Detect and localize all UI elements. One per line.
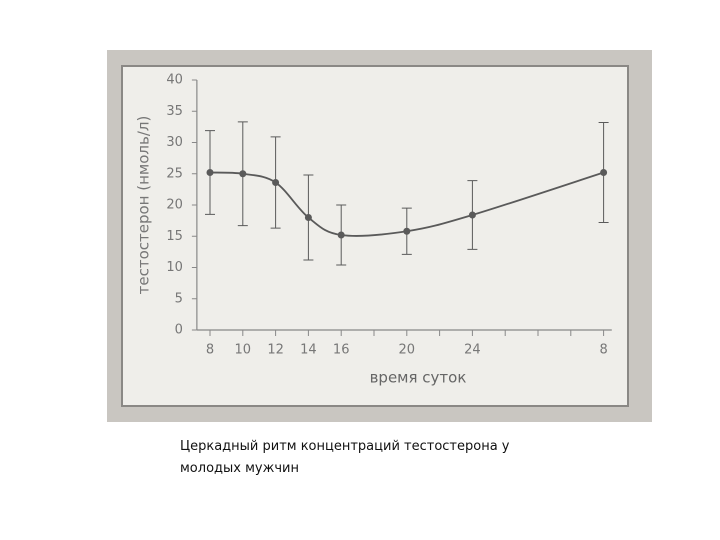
x-tick-label: 8 xyxy=(599,343,607,358)
x-tick-label: 12 xyxy=(267,343,284,358)
x-tick-label: 14 xyxy=(300,343,317,358)
point xyxy=(337,231,345,239)
point xyxy=(600,169,608,176)
y-tick-label: 20 xyxy=(166,198,183,213)
point xyxy=(239,170,247,178)
y-tick-label: 30 xyxy=(166,135,183,150)
x-tick-label: 20 xyxy=(399,343,416,358)
point xyxy=(206,169,214,176)
point xyxy=(272,179,280,186)
y-tick-label: 35 xyxy=(166,104,183,119)
x-tick-label: 16 xyxy=(333,343,350,358)
paper-frame xyxy=(121,65,629,407)
y-tick-label: 0 xyxy=(175,323,183,338)
y-tick-label: 25 xyxy=(166,166,183,181)
x-tick-label: 24 xyxy=(464,343,481,358)
y-tick-label: 5 xyxy=(175,291,183,306)
x-tick-label: 8 xyxy=(206,343,214,358)
caption: Церкадный ритм концентраций тестостерона… xyxy=(180,439,510,476)
x-tick-label: 10 xyxy=(235,343,252,358)
x-axis-label: время суток xyxy=(370,369,467,387)
y-tick-label: 15 xyxy=(166,229,183,244)
y-axis-label: тестостерон (нмоль/л) xyxy=(135,116,153,295)
point xyxy=(403,227,411,235)
y-tick-label: 10 xyxy=(166,260,183,275)
y-tick-label: 40 xyxy=(166,73,183,88)
point xyxy=(468,211,476,219)
chart: тестостерон (нмоль/л) время суток 0 5 10 15… xyxy=(107,50,652,422)
point xyxy=(304,214,312,221)
